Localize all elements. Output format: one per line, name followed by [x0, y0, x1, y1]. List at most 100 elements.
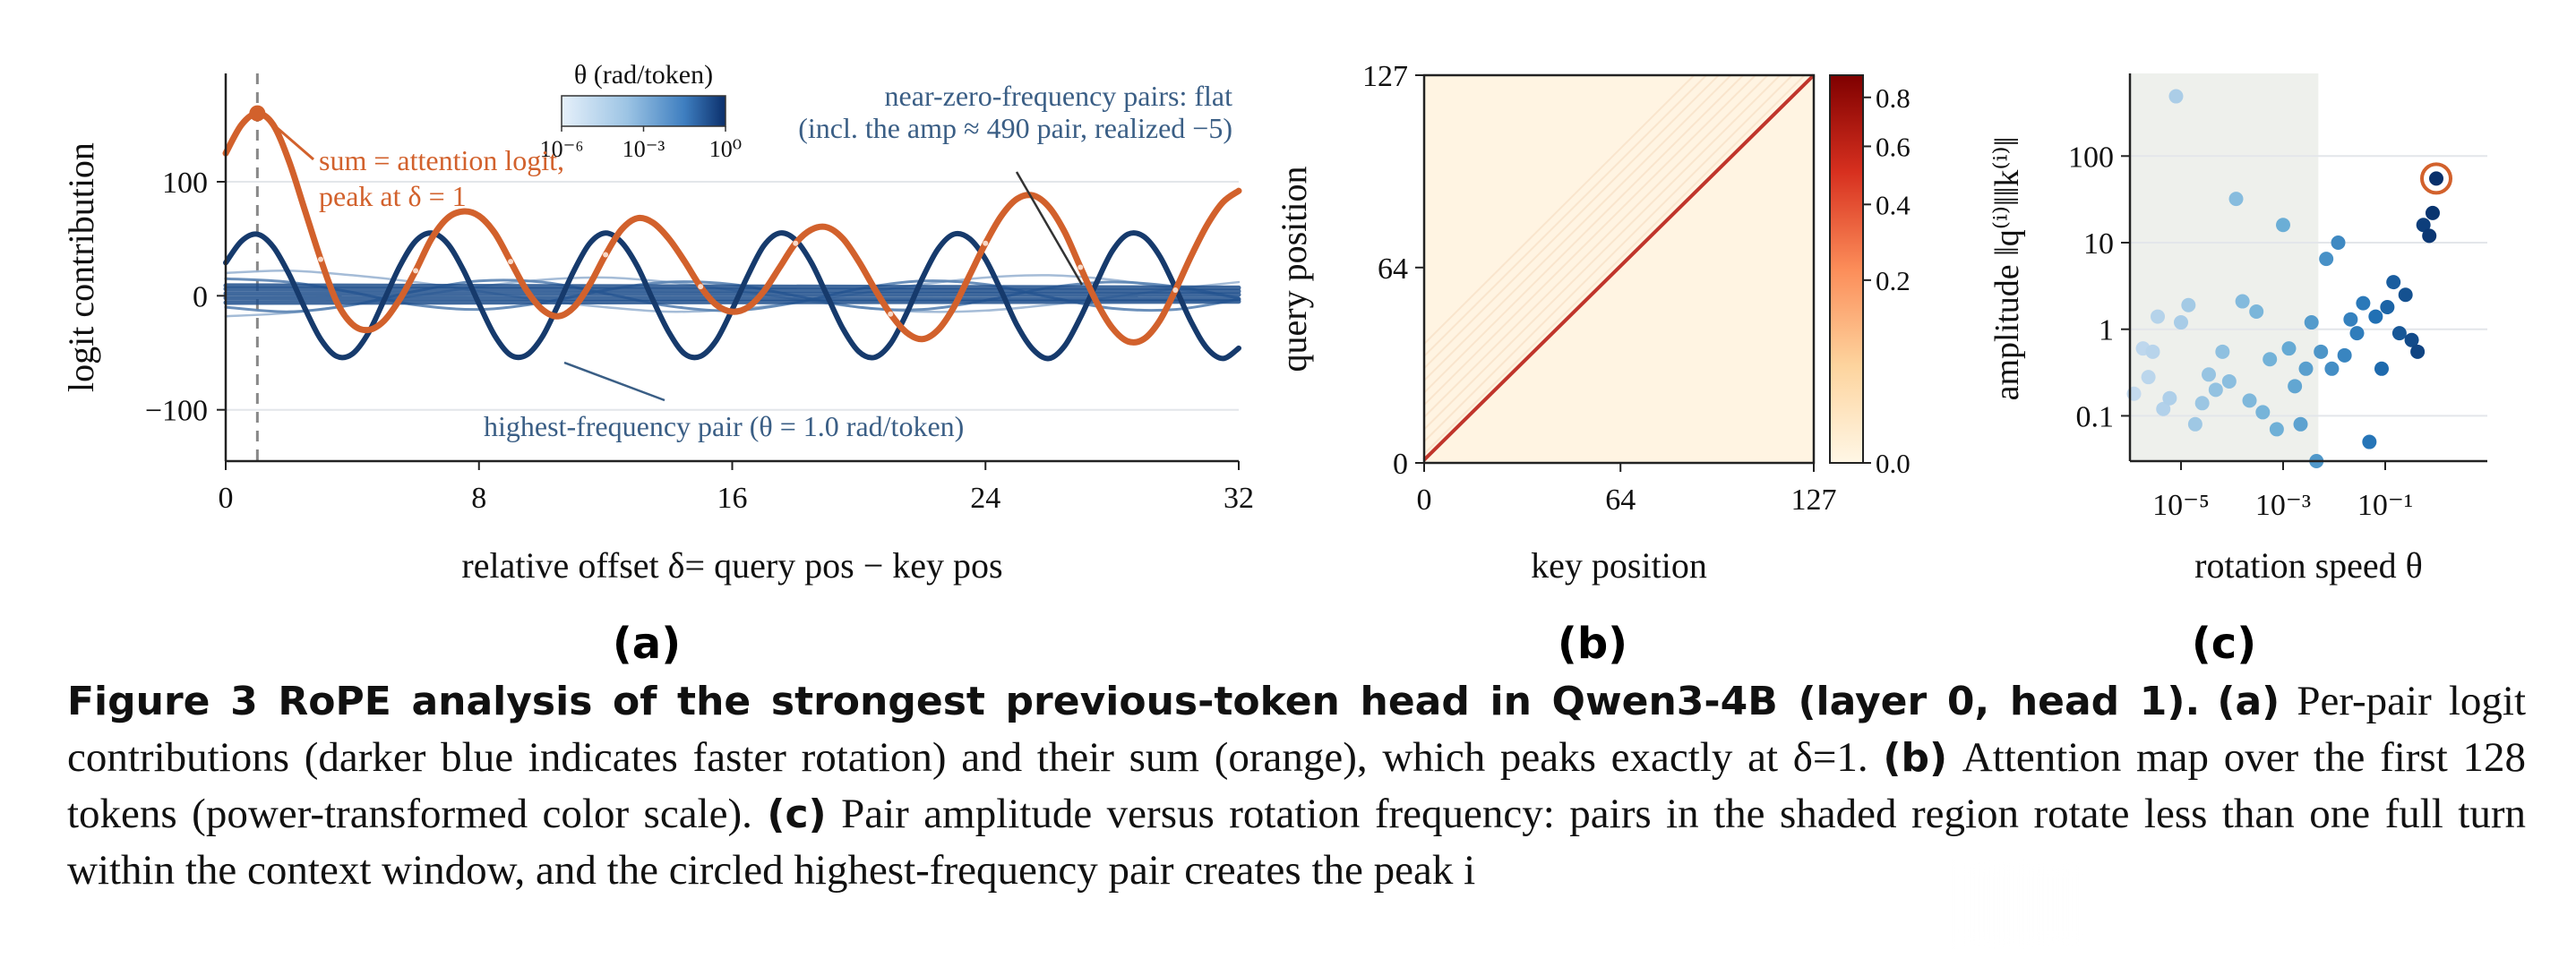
c-shaded-region: [2130, 73, 2319, 461]
c-point: [2422, 228, 2437, 244]
b-offdiag-stripe: [1423, 74, 1756, 406]
c-ytick-label: 0.1: [2076, 400, 2115, 433]
b-offdiag-stripe: [1423, 74, 1744, 394]
c-point: [2356, 295, 2371, 311]
c-point: [2343, 312, 2358, 327]
a-colorbar-tick-label: 10⁻³: [623, 136, 665, 162]
c-point: [2425, 205, 2440, 220]
c-point: [2263, 352, 2278, 367]
b-colorbar: [1829, 74, 1864, 464]
c-circled-point: [2420, 162, 2452, 195]
c-point: [2410, 344, 2426, 359]
caption-text-a: Per-pair logit contributions (darker blu…: [67, 678, 2527, 781]
c-point: [2362, 434, 2377, 449]
c-point: [2349, 326, 2365, 341]
c-point: [2215, 344, 2230, 359]
a-peak-point: [249, 105, 266, 122]
c-point: [2374, 361, 2389, 376]
c-point: [2208, 382, 2223, 398]
panel-a-line-chart: 0 8 16 24 32 −100 0 100 relative offset δ= query…: [61, 60, 1254, 586]
c-point: [2304, 315, 2319, 330]
a-sum-marker: [888, 311, 894, 317]
c-xtick-label: 10⁻⁵: [2152, 489, 2210, 522]
c-point: [2391, 326, 2407, 341]
b-ylabel: query position: [1274, 167, 1314, 372]
b-offdiag-stripe: [1423, 74, 1720, 370]
b-offdiag-stripe: [1423, 74, 1793, 442]
a-sum-marker: [983, 240, 989, 246]
a-sum-marker: [1172, 287, 1179, 293]
a-xtick-label: 24: [970, 482, 1000, 515]
b-xtick-label: 0: [1417, 484, 1432, 517]
c-point: [2324, 361, 2340, 376]
b-offdiag-stripe: [1423, 74, 1782, 431]
a-sum-marker: [793, 240, 799, 246]
a-annot-sum-arrow: [263, 116, 314, 161]
a-sum-marker: [1078, 264, 1084, 270]
c-ytick-label: 100: [2068, 141, 2114, 174]
c-point: [2276, 218, 2290, 233]
b-ytick-label: 127: [1362, 60, 1408, 93]
c-point: [2174, 315, 2188, 330]
c-point: [2156, 401, 2171, 416]
c-point: [2398, 287, 2413, 303]
b-frame: [1422, 73, 1816, 465]
c-point: [2187, 416, 2202, 432]
c-point: [2249, 304, 2264, 319]
a-annot-flat-arrow: [1015, 171, 1084, 286]
a-annot-highest: highest-frequency pair (θ = 1.0 rad/toke…: [484, 410, 964, 442]
b-colorbar-tick-label: 0.2: [1876, 265, 1911, 296]
c-point: [2181, 297, 2196, 312]
a-colorbar-tick-label: 10⁻⁶: [540, 136, 584, 162]
b-offdiag-stripe: [1423, 74, 1707, 357]
c-point: [2242, 393, 2257, 408]
a-xtick-label: 0: [219, 482, 234, 515]
a-sum-marker: [413, 268, 419, 274]
b-ytick-label: 0: [1393, 448, 1408, 481]
a-sum-marker: [318, 256, 324, 262]
b-xtick-label: 64: [1605, 484, 1636, 517]
c-point: [2368, 309, 2383, 324]
caption-label-c: (c): [767, 792, 827, 837]
panel-c-scatter: 10⁻⁵ 10⁻³ 10⁻¹ 0.1 1 10 100 rotation speed θ amp…: [1988, 73, 2487, 586]
a-colorbar-title: θ (rad/token): [574, 60, 713, 90]
c-point: [2380, 300, 2395, 315]
c-point: [2429, 171, 2443, 186]
c-point: [2331, 235, 2346, 251]
a-xtick-label: 32: [1224, 482, 1254, 515]
b-offdiag-stripe: [1423, 74, 1806, 455]
c-point: [2288, 379, 2303, 394]
c-xlabel: rotation speed θ: [2194, 545, 2423, 586]
c-point: [2228, 192, 2244, 207]
b-colorbar-tick-label: 0.0: [1876, 448, 1911, 479]
figure-caption: Figure 3 RoPE analysis of the strongest …: [67, 673, 2526, 899]
c-point: [2235, 294, 2250, 309]
c-point: [2404, 332, 2419, 347]
panel-label-b: (b): [1558, 619, 1627, 669]
b-offdiag-stripe: [1423, 74, 1696, 345]
c-point: [2293, 416, 2308, 432]
b-xlabel: key position: [1531, 545, 1707, 586]
c-point: [2168, 89, 2184, 104]
a-ytick-label: 100: [162, 167, 208, 200]
c-point: [2162, 390, 2177, 406]
c-point: [2255, 405, 2271, 420]
c-point: [2386, 275, 2401, 290]
a-xlabel: relative offset δ= query pos − key pos: [461, 545, 1002, 586]
c-ytick-label: 1: [2099, 314, 2114, 347]
a-annot-flat-2: (incl. the amp ≈ 490 pair, realized −5): [798, 112, 1232, 144]
a-series-flat-9: [223, 299, 1241, 305]
a-series-flat-7: [223, 291, 1241, 297]
caption-text-c: Pair amplitude versus rotation frequency…: [67, 791, 2526, 894]
c-point: [2314, 344, 2329, 359]
caption-text-b: Attention map over the first 128 tokens …: [67, 734, 2526, 837]
c-point: [2141, 370, 2156, 385]
panel-label-c: (c): [2192, 619, 2256, 669]
a-annot-flat-1: near-zero-frequency pairs: flat: [885, 80, 1233, 112]
b-xtick-label: 127: [1791, 484, 1837, 517]
a-annot-sum-1: sum = attention logit,: [319, 144, 564, 176]
b-offdiag-stripe: [1423, 74, 1732, 381]
c-point: [2202, 367, 2217, 382]
b-colorbar-tick-label: 0.8: [1876, 82, 1911, 114]
